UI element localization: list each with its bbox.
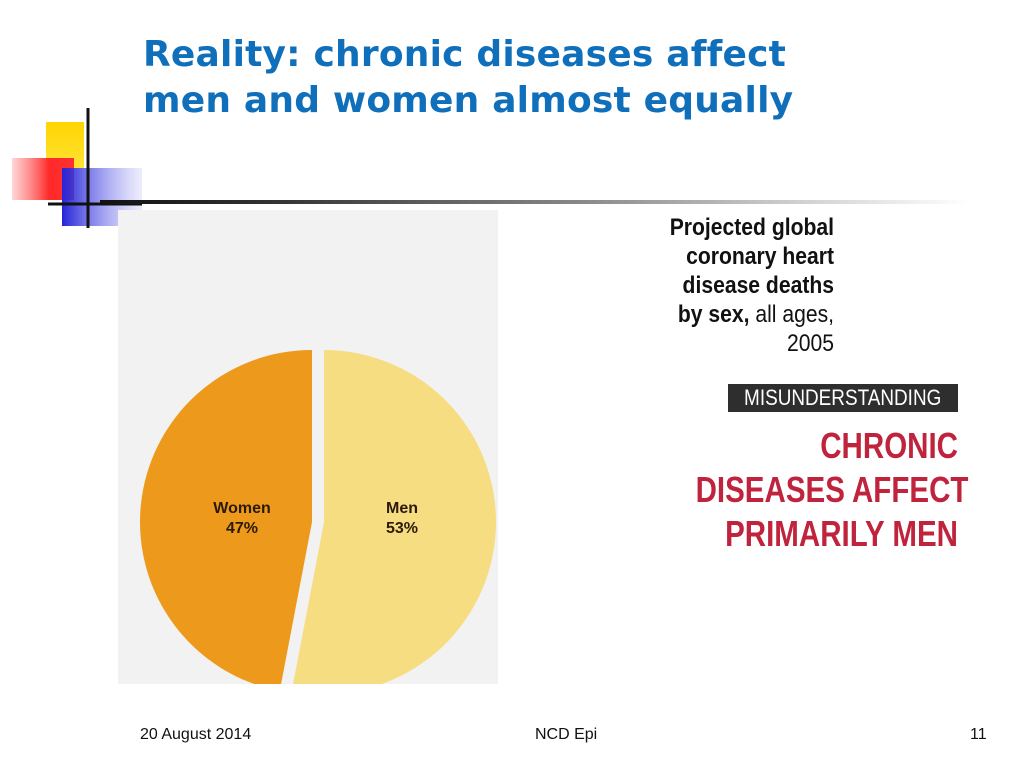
chart-title-line-3: disease deaths	[682, 272, 834, 299]
chart-title: Projected global coronary heart disease …	[632, 213, 834, 358]
misunderstanding-header-text: MISUNDERSTANDING	[744, 385, 942, 410]
footer-center: NCD Epi	[535, 726, 598, 743]
chart-title-year: 2005	[787, 330, 834, 357]
misunderstanding-line-3: PRIMARILY MEN	[725, 513, 958, 554]
chart-title-line-4: by sex, all ages,	[632, 300, 834, 329]
chart-title-line-1: Projected global	[669, 214, 834, 241]
title-rule	[100, 200, 970, 204]
title-line-1: Reality: chronic diseases affect	[143, 34, 787, 75]
misunderstanding-line-1: CHRONIC	[820, 425, 958, 466]
slide-title: Reality: chronic diseases affect men and…	[143, 32, 903, 124]
pie-chart: Women 47% Men 53%	[140, 350, 497, 684]
women-label: Women	[213, 500, 270, 517]
men-value: 53%	[386, 520, 418, 537]
misunderstanding-statement: CHRONIC DISEASES AFFECT PRIMARILY MEN	[638, 424, 969, 556]
title-line-2: men and women almost equally	[143, 80, 794, 121]
misunderstanding-line-2: DISEASES AFFECT	[695, 469, 969, 510]
pie-slice-women	[140, 350, 312, 684]
footer-page-number: 11	[970, 726, 987, 743]
chart-title-thin: all ages,	[749, 301, 834, 328]
footer-date: 20 August 2014	[140, 726, 252, 743]
misunderstanding-header: MISUNDERSTANDING	[728, 384, 958, 412]
women-value: 47%	[226, 520, 258, 537]
chart-title-bold: by sex,	[677, 301, 750, 328]
pie-slice-men	[293, 350, 497, 684]
chart-title-line-2: coronary heart	[686, 243, 834, 270]
men-label: Men	[386, 500, 418, 517]
